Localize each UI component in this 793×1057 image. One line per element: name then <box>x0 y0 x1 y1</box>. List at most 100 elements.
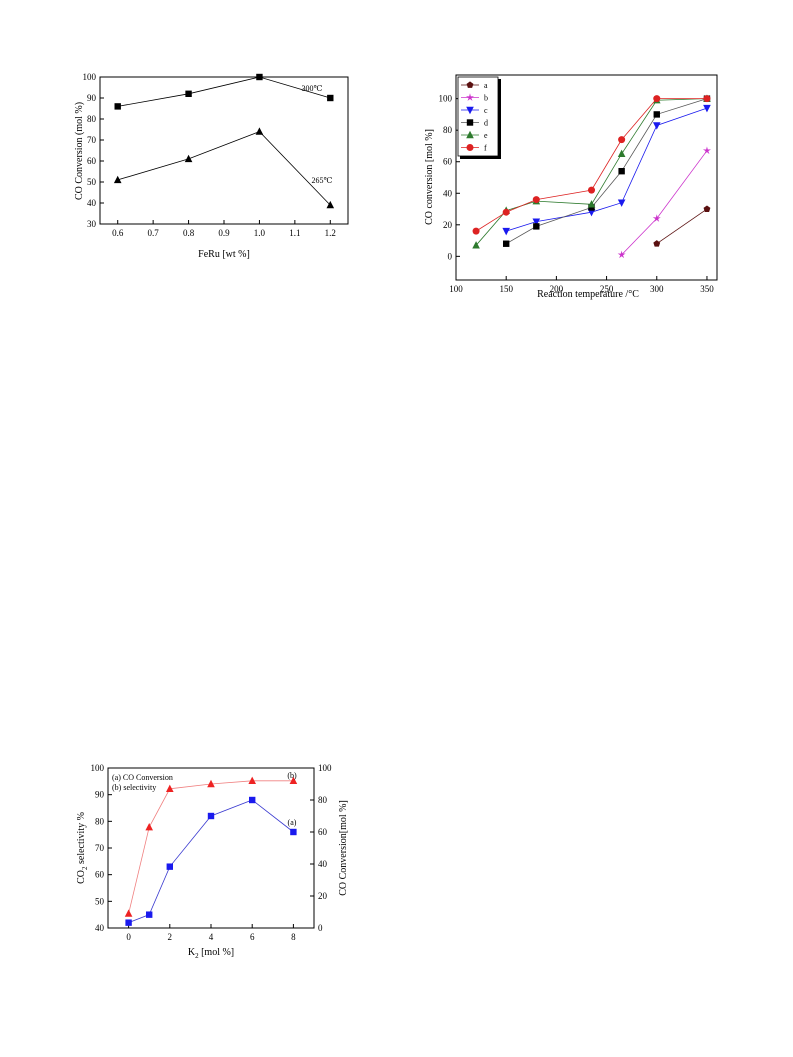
data-point <box>502 227 510 236</box>
legend-marker <box>466 119 474 126</box>
data-point <box>653 240 661 247</box>
series-group <box>124 776 298 926</box>
legend-frame <box>457 76 499 157</box>
data-point <box>145 823 153 831</box>
x-tick-label: 8 <box>291 932 296 942</box>
series-line-4 <box>475 98 707 246</box>
y-tick-label: 70 <box>87 135 97 145</box>
legend-line-a: (a) CO Conversion <box>112 773 173 782</box>
data-point <box>532 196 540 204</box>
y-tick-label: 100 <box>91 763 105 773</box>
data-point <box>587 200 596 208</box>
x-tick-label: 2 <box>168 932 173 942</box>
data-point <box>618 136 626 144</box>
y-tick-label: 90 <box>95 790 105 800</box>
series-line-2 <box>506 107 708 232</box>
plot-frame <box>107 767 315 929</box>
x-tick-label: 1.0 <box>254 228 266 238</box>
data-point <box>146 911 153 918</box>
y-right-tick-label: 40 <box>318 859 328 869</box>
data-point <box>652 122 661 130</box>
data-point <box>124 909 133 917</box>
series-line-0 <box>117 76 331 107</box>
y-tick-label: 40 <box>95 923 105 933</box>
series-line-1 <box>117 131 331 206</box>
series-group <box>472 94 711 259</box>
data-point <box>166 863 173 870</box>
data-point <box>327 94 334 102</box>
x-tick-label: 0.6 <box>112 228 124 238</box>
x-axis-label: K2 [mol %] <box>188 947 234 960</box>
x-axis-label: Reaction temperature /°C <box>537 289 639 300</box>
legend-entry: a <box>484 81 488 90</box>
data-point <box>207 779 215 788</box>
y-right-tick-label: 20 <box>318 891 328 901</box>
series-group <box>113 73 335 209</box>
x-ticks: 0.6 0.7 0.8 0.9 1.0 1.1 1.2 <box>112 220 336 238</box>
data-point <box>290 828 297 836</box>
x-tick-label: 0 <box>126 932 131 942</box>
legend-marker <box>466 130 474 139</box>
data-point <box>472 241 480 249</box>
legend-entry: b <box>484 94 488 103</box>
y-tick-label: 90 <box>87 93 97 103</box>
chart-k2o: 0 2 4 6 8 40 50 60 70 80 90 100 0 20 40 60 80 100 (a) C… <box>76 763 349 960</box>
y-tick-label: 80 <box>443 125 453 135</box>
data-point <box>114 103 121 110</box>
data-point <box>652 214 661 222</box>
series-line-0 <box>128 799 294 924</box>
x-tick-label: 4 <box>209 932 214 942</box>
y-axis-label-right: CO Conversion[mol %] <box>338 800 349 896</box>
series-line-1 <box>128 780 294 914</box>
data-point <box>587 208 596 217</box>
y-tick-label: 60 <box>443 157 453 167</box>
y-axis-label: CO Conversion (mol %) <box>74 102 85 200</box>
data-point <box>618 167 625 175</box>
data-point <box>617 199 626 207</box>
chart-feru: 0.6 0.7 0.8 0.9 1.0 1.1 1.2 30405060708090100 … <box>74 72 349 260</box>
data-point <box>472 227 480 235</box>
legend-entry: d <box>484 119 488 128</box>
series-label-300: 300℃ <box>302 84 323 93</box>
legend-marker <box>466 144 474 151</box>
x-tick-label: 250 <box>600 284 614 294</box>
y-ticks: 0 20 40 60 80 100 <box>439 94 460 261</box>
x-tick-label: 1.1 <box>289 228 300 238</box>
data-point <box>185 90 192 97</box>
annotation-b: (b) <box>287 771 297 780</box>
data-point <box>184 154 193 163</box>
data-point <box>125 919 132 926</box>
data-point <box>249 796 256 804</box>
data-point <box>532 218 541 226</box>
data-point <box>502 208 510 216</box>
data-point <box>248 776 256 784</box>
data-point <box>166 784 174 792</box>
data-point <box>113 175 122 184</box>
y-tick-label: 60 <box>95 870 105 880</box>
y-ticks-left: 40 50 60 70 80 90 100 <box>91 763 112 933</box>
plot-frame <box>99 76 349 225</box>
y-axis-label: CO conversion [mol %] <box>424 129 435 225</box>
series-line-1 <box>621 150 708 256</box>
y-ticks-right: 0 20 40 60 80 100 <box>310 763 332 933</box>
data-point <box>703 95 711 103</box>
data-point <box>533 223 540 230</box>
data-point <box>703 104 711 113</box>
y-right-tick-label: 80 <box>318 795 328 805</box>
series-line-3 <box>505 98 708 245</box>
data-point <box>702 146 711 155</box>
y-tick-label: 0 <box>448 251 453 261</box>
y-tick-label: 100 <box>83 72 97 82</box>
x-ticks: 0 2 4 6 8 <box>126 924 296 942</box>
x-tick-label: 100 <box>449 284 463 294</box>
y-tick-label: 40 <box>87 198 97 208</box>
y-tick-label: 60 <box>87 156 97 166</box>
x-tick-label: 6 <box>250 932 255 942</box>
y-tick-label: 70 <box>95 843 105 853</box>
y-right-tick-label: 100 <box>318 763 332 773</box>
plot-frame <box>455 74 718 281</box>
y-right-tick-label: 60 <box>318 827 328 837</box>
data-point <box>588 186 596 194</box>
x-ticks: 100 150 200 250 300 350 <box>449 276 714 294</box>
